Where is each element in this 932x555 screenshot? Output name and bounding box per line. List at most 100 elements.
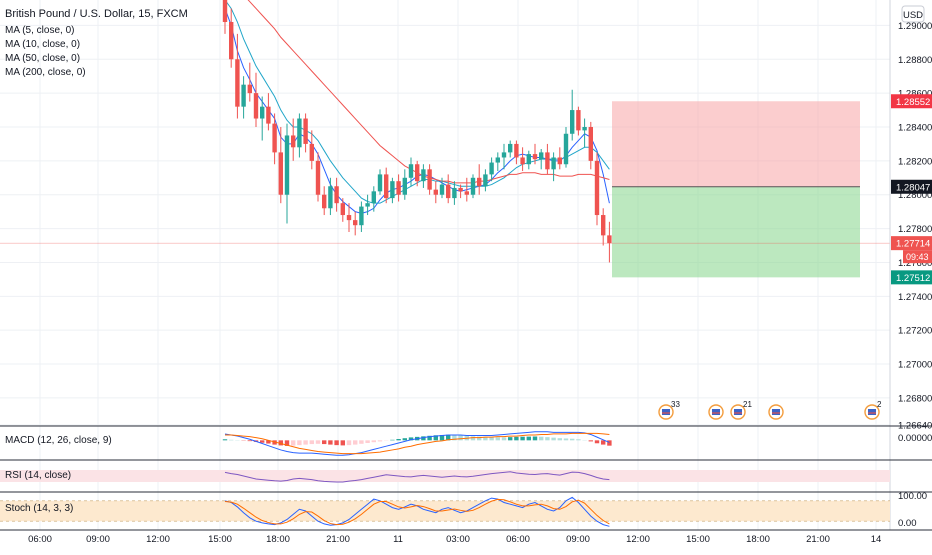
candle-body [272, 124, 276, 153]
macd-histogram-bar [502, 437, 506, 440]
rsi-band [0, 470, 890, 482]
macd-histogram-bar [551, 438, 555, 441]
countdown-label: 09:43 [906, 252, 929, 262]
stop-price-tag: 1.28552 [896, 97, 930, 108]
candle-body [254, 93, 258, 118]
macd-histogram-bar [496, 437, 500, 440]
macd-histogram-bar [372, 440, 376, 442]
candle [576, 107, 580, 136]
candle-body [570, 110, 574, 134]
macd-histogram-bar [390, 440, 394, 441]
candle [520, 147, 524, 171]
candle-body [489, 163, 493, 175]
macd-histogram-bar [589, 440, 593, 441]
price-tick-label: 1.26800 [898, 393, 932, 404]
candle-body [458, 188, 462, 191]
candle-body [316, 161, 320, 195]
candle [241, 76, 245, 118]
candle-body [551, 157, 555, 169]
event-flag-icon[interactable] [709, 405, 723, 419]
time-tick-label: 03:00 [446, 534, 470, 545]
candle [272, 113, 276, 164]
candle-body [452, 188, 456, 198]
indicator-ma10[interactable]: MA (10, close, 0) [5, 39, 80, 50]
macd-histogram-bar [328, 440, 332, 444]
time-tick-label: 15:00 [208, 534, 232, 545]
economic-events: 33 21 2 [659, 400, 882, 419]
rsi-pane[interactable] [0, 470, 890, 482]
stoch-pane[interactable] [0, 497, 890, 526]
candle-body [390, 181, 394, 198]
candle-body [359, 207, 363, 226]
event-flag [868, 409, 876, 415]
candle-body [477, 178, 481, 186]
candle-body [496, 157, 500, 162]
candle [607, 222, 611, 263]
candle [254, 73, 258, 127]
price-axis[interactable]: 1.290001.288001.286001.284001.282001.280… [890, 0, 932, 530]
candle-body [440, 185, 444, 195]
last-price-tag: 1.27714 [896, 239, 930, 250]
stop-loss-zone[interactable] [612, 101, 860, 187]
macd-histogram-bar [334, 440, 338, 445]
indicator-ma200[interactable]: MA (200, close, 0) [5, 67, 86, 78]
macd-pane[interactable] [223, 432, 612, 455]
candle [551, 152, 555, 181]
candle-body [508, 144, 512, 152]
stoch-label[interactable]: Stoch (14, 3, 3) [5, 503, 73, 514]
event-flag-icon[interactable] [769, 405, 783, 419]
macd-histogram-bar [570, 439, 574, 441]
event-flag-icon[interactable]: 21 [731, 400, 752, 419]
candle [384, 168, 388, 204]
time-tick-label: 09:00 [566, 534, 590, 545]
macd-histogram-bar [310, 440, 314, 444]
candle-body [595, 161, 599, 215]
event-flag-icon[interactable]: 2 [865, 400, 882, 419]
macd-label[interactable]: MACD (12, 26, close, 9) [5, 435, 112, 446]
event-flag-icon[interactable]: 33 [659, 400, 680, 419]
candle [372, 186, 376, 211]
candle [434, 181, 438, 203]
candle [471, 174, 475, 198]
candle [310, 130, 314, 169]
candle-body [520, 157, 524, 164]
macd-histogram-bar [353, 440, 357, 444]
candle [396, 174, 400, 201]
candle-body [483, 174, 487, 186]
candle [496, 152, 500, 171]
indicator-ma50[interactable]: MA (50, close, 0) [5, 53, 80, 64]
candle-body [353, 220, 357, 225]
candle-body [229, 22, 233, 59]
event-flag [772, 409, 780, 415]
candle [589, 122, 593, 169]
target-price-tag: 1.27512 [896, 273, 930, 284]
symbol-title[interactable]: British Pound / U.S. Dollar, 15, FXCM [5, 8, 188, 20]
candle-body [285, 135, 289, 194]
short-position-tool[interactable] [612, 101, 860, 277]
candle-body [446, 185, 450, 199]
time-tick-label: 14 [871, 534, 882, 545]
take-profit-zone[interactable] [612, 187, 860, 278]
time-tick-label: 06:00 [506, 534, 530, 545]
candle [303, 113, 307, 152]
macd-histogram-bar [359, 440, 363, 443]
macd-histogram-bar [365, 440, 369, 443]
candle-body [310, 144, 314, 161]
indicator-ma5[interactable]: MA (5, close, 0) [5, 25, 74, 36]
candle-body [539, 152, 543, 159]
candle [316, 152, 320, 201]
candle-body [421, 169, 425, 181]
stoch-low-label: 0.00 [898, 518, 917, 529]
candle-body [533, 154, 537, 159]
macd-histogram-bar [347, 440, 351, 445]
candle-body [545, 152, 549, 169]
rsi-label[interactable]: RSI (14, close) [5, 470, 71, 481]
candle [328, 178, 332, 215]
currency-badge[interactable]: USD [903, 10, 923, 21]
candle [545, 144, 549, 174]
macd-zero-label: 0.00000 [898, 433, 932, 444]
candle-body [589, 127, 593, 161]
